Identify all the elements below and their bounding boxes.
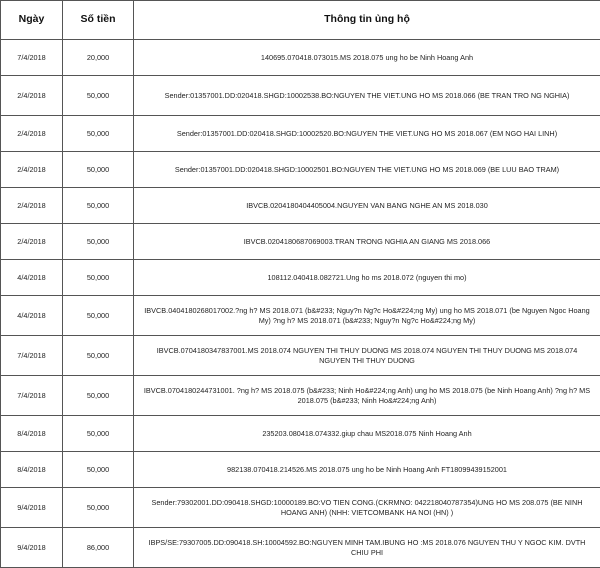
cell-date: 7/4/2018 (1, 40, 63, 76)
cell-amount: 50,000 (63, 152, 134, 188)
cell-date: 7/4/2018 (1, 336, 63, 376)
cell-date: 4/4/2018 (1, 296, 63, 336)
cell-info: IBVCB.0704180244731001. ?ng h? MS 2018.0… (134, 376, 600, 416)
column-header-amount: Số tiền (63, 1, 134, 40)
cell-info: Sender:79302001.DD:090418.SHGD:10000189.… (134, 488, 600, 528)
cell-amount: 50,000 (63, 260, 134, 296)
cell-date: 2/4/2018 (1, 224, 63, 260)
cell-date: 2/4/2018 (1, 188, 63, 224)
cell-amount: 50,000 (63, 188, 134, 224)
cell-info: Sender:01357001.DD:020418.SHGD:10002538.… (134, 76, 600, 116)
cell-info: 235203.080418.074332.giup chau MS2018.07… (134, 416, 600, 452)
cell-amount: 50,000 (63, 296, 134, 336)
cell-amount: 86,000 (63, 528, 134, 568)
cell-date: 9/4/2018 (1, 488, 63, 528)
cell-date: 9/4/2018 (1, 528, 63, 568)
cell-date: 8/4/2018 (1, 452, 63, 488)
cell-amount: 50,000 (63, 488, 134, 528)
table-header: Ngày Số tiền Thông tin ủng hộ (1, 1, 600, 40)
table-header-row: Ngày Số tiền Thông tin ủng hộ (1, 1, 600, 40)
cell-date: 2/4/2018 (1, 116, 63, 152)
cell-date: 8/4/2018 (1, 416, 63, 452)
cell-amount: 50,000 (63, 336, 134, 376)
column-header-info: Thông tin ủng hộ (134, 1, 600, 40)
cell-date: 2/4/2018 (1, 152, 63, 188)
cell-info: 982138.070418.214526.MS 2018.075 ung ho … (134, 452, 600, 488)
cell-info: 140695.070418.073015.MS 2018.075 ung ho … (134, 40, 600, 76)
cell-amount: 20,000 (63, 40, 134, 76)
cell-info: IBVCB.0204180687069003.TRAN TRONG NGHIA … (134, 224, 600, 260)
cell-info: IBVCB.0404180268017002.?ng h? MS 2018.07… (134, 296, 600, 336)
cell-amount: 50,000 (63, 116, 134, 152)
cell-date: 7/4/2018 (1, 376, 63, 416)
cell-amount: 50,000 (63, 76, 134, 116)
cell-info: 108112.040418.082721.Ung ho ms 2018.072 … (134, 260, 600, 296)
cell-amount: 50,000 (63, 224, 134, 260)
cell-info: IBVCB.0704180347837001.MS 2018.074 NGUYE… (134, 336, 600, 376)
cell-info: Sender:01357001.DD:020418.SHGD:10002501.… (134, 152, 600, 188)
cell-date: 4/4/2018 (1, 260, 63, 296)
cell-info: IBPS/SE:79307005.DD:090418.SH:10004592.B… (134, 528, 600, 568)
cell-amount: 50,000 (63, 452, 134, 488)
cell-amount: 50,000 (63, 416, 134, 452)
cell-info: IBVCB.0204180404405004.NGUYEN VAN BANG N… (134, 188, 600, 224)
cell-date: 2/4/2018 (1, 76, 63, 116)
cell-amount: 50,000 (63, 376, 134, 416)
cell-info: Sender:01357001.DD:020418.SHGD:10002520.… (134, 116, 600, 152)
column-header-date: Ngày (1, 1, 63, 40)
